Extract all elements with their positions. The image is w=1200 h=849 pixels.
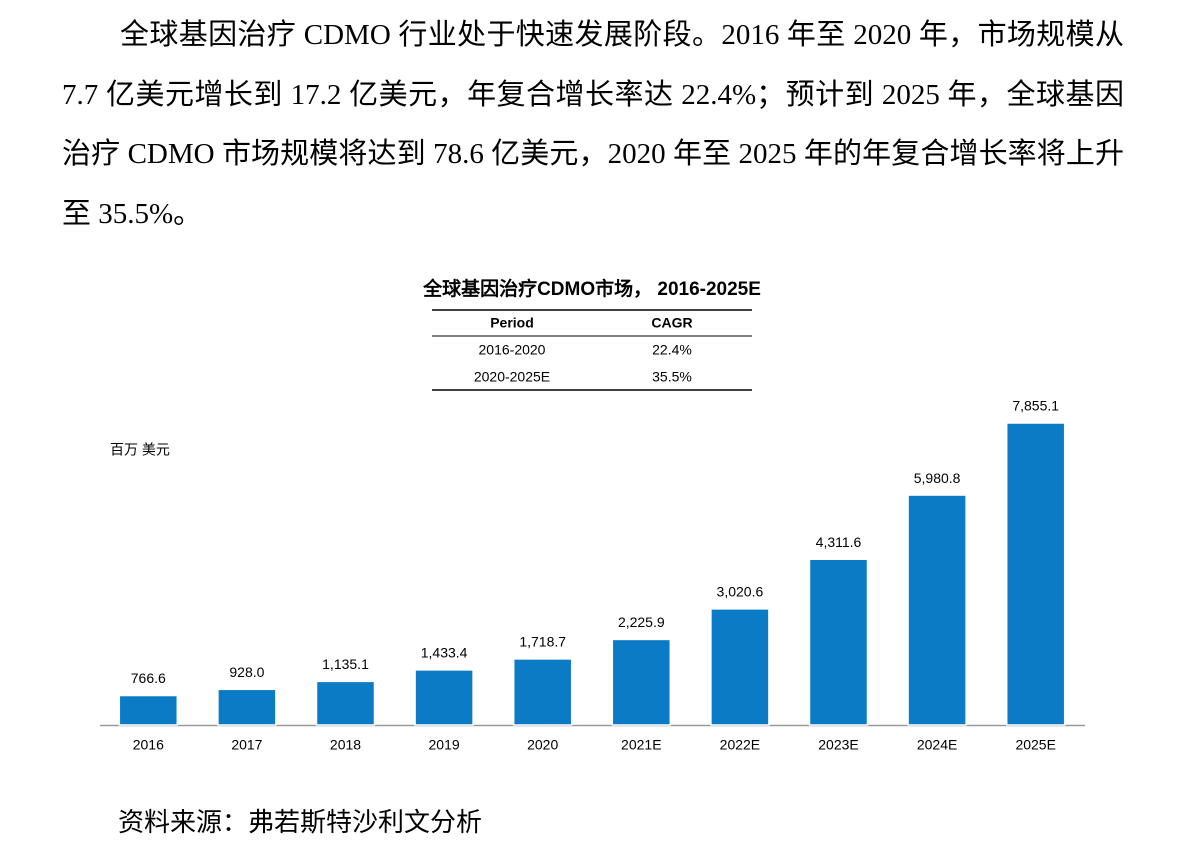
chart: 全球基因治疗CDMO市场， 2016-2025E Period CAGR 201… (100, 277, 1085, 753)
table-cell: 2016-2020 (479, 342, 546, 358)
data-label: 7,855.1 (1012, 398, 1059, 414)
x-tick-label: 2023E (818, 737, 858, 753)
bar (907, 494, 967, 726)
table-cell: 35.5% (652, 369, 692, 385)
bar (118, 694, 179, 726)
bar (315, 680, 376, 726)
bar (512, 658, 573, 726)
bar (217, 688, 277, 726)
table-header: CAGR (651, 315, 692, 331)
data-label: 4,311.6 (816, 534, 862, 550)
x-tick-label: 2020 (527, 737, 558, 753)
data-label: 1,718.7 (519, 634, 566, 650)
x-tick-label: 2019 (429, 737, 460, 753)
x-tick-label: 2022E (720, 737, 760, 753)
data-label: 3,020.6 (717, 584, 764, 600)
table-cell: 2020-2025E (474, 369, 550, 385)
source-note: 资料来源：弗若斯特沙利文分析 (118, 808, 483, 837)
x-tick-label: 2017 (231, 737, 262, 753)
y-axis-label: 百万 美元 (110, 442, 170, 458)
data-label: 1,433.4 (421, 645, 468, 661)
x-tick-label: 2025E (1015, 737, 1055, 753)
table-cell: 22.4% (652, 342, 692, 358)
x-tick-label: 2024E (917, 737, 957, 753)
data-label: 2,225.9 (618, 614, 665, 630)
x-tick-label: 2021E (621, 737, 661, 753)
data-label: 766.6 (131, 670, 166, 686)
data-label: 928.0 (229, 664, 264, 680)
table-header: Period (490, 315, 534, 331)
x-tick-label: 2016 (133, 737, 164, 753)
bar (710, 608, 770, 726)
bar (808, 558, 869, 726)
bar (611, 638, 672, 726)
bar (414, 669, 474, 726)
paragraph: 全球基因治疗 CDMO 行业处于快速发展阶段。2016 年至 2020 年，市场… (62, 19, 1124, 230)
data-label: 1,135.1 (322, 656, 369, 672)
x-tick-label: 2018 (330, 737, 361, 753)
data-label: 5,980.8 (914, 470, 961, 486)
bar (1005, 422, 1066, 726)
chart-title: 全球基因治疗CDMO市场， 2016-2025E (422, 277, 761, 300)
